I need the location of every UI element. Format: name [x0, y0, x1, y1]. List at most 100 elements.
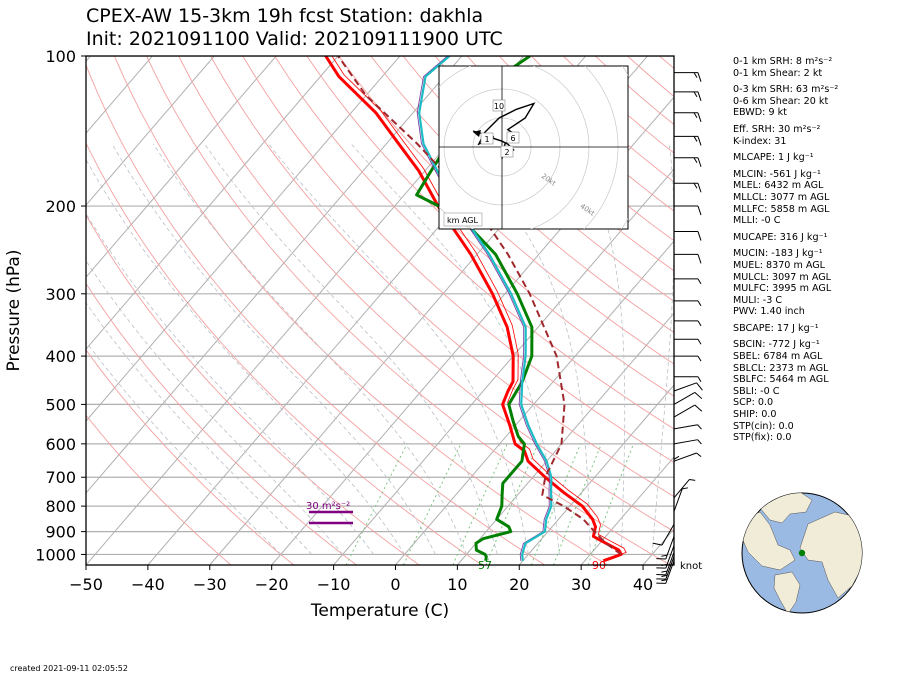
wind-barb	[661, 524, 675, 546]
y-tick-label: 800	[45, 497, 76, 516]
moist-adiabat	[203, 143, 498, 555]
moist-adiabat	[86, 302, 312, 555]
stat-line: 0-1 km SRH: 8 m²s⁻²	[733, 56, 833, 67]
moist-adiabat	[651, 143, 674, 555]
isotherm	[86, 56, 215, 206]
wind-barb-flag	[689, 478, 696, 481]
storm-motion-arrowhead	[499, 160, 505, 166]
stat-line: 0-1 km Shear: 2 kt	[733, 67, 823, 79]
moist-adiabat	[111, 143, 436, 555]
mixing-ratio-line	[345, 443, 408, 565]
dry-adiabat	[86, 142, 483, 565]
hodograph-height-label: 10	[494, 102, 504, 111]
dry-adiabat	[146, 56, 671, 565]
wind-barb-flag	[661, 554, 668, 557]
isotherm	[86, 56, 277, 278]
wind-barb	[673, 452, 697, 462]
wind-barb-flag	[697, 300, 702, 307]
stat-line: 0-3 km SRH: 63 m²s⁻²	[733, 84, 839, 96]
stat-line: MUCAPE: 316 J kg⁻¹	[733, 231, 828, 243]
hodograph-height-box	[480, 132, 494, 145]
x-tick-label: −40	[131, 575, 165, 594]
wind-barb	[673, 391, 696, 405]
moist-adiabat	[86, 158, 405, 555]
stat-line: MULI: -3 C	[733, 294, 783, 306]
y-tick-label: 1000	[35, 545, 76, 564]
wind-barb-flag	[696, 382, 703, 391]
dry-adiabat	[86, 63, 545, 565]
stat-line: SBCAPE: 17 J kg⁻¹	[733, 322, 819, 334]
moist-adiabat	[86, 259, 343, 555]
stat-line: EBWD: 9 kt	[733, 107, 787, 119]
dry-adiabat	[113, 56, 608, 565]
srh-label: 30 m²s⁻²	[306, 501, 350, 512]
mixing-ratio-line	[403, 443, 462, 565]
stats-panel: 0-1 km SRH: 8 m²s⁻² 0-1 km Shear: 2 kt 0-3…	[733, 56, 838, 444]
stat-line: SBEL: 6784 m AGL	[733, 351, 823, 363]
chart-subtitle: Init: 2021091100 Valid: 202109111900 UTC	[86, 28, 503, 50]
isotherm	[271, 96, 674, 565]
dry-adiabat	[402, 56, 674, 302]
land-south-america	[773, 571, 801, 613]
wind-barb-flag	[697, 136, 702, 146]
dry-adiabat	[242, 56, 674, 463]
stat-line: 0-6 km Shear: 20 kt	[733, 95, 829, 107]
wind-barb-flag	[652, 542, 663, 546]
wind-units-label: knot	[680, 561, 702, 572]
wind-barb-flag	[694, 392, 703, 400]
hodograph-height-label: 2	[504, 148, 509, 157]
mixing-ratio-line	[452, 443, 508, 565]
stat-line: MLLFC: 5858 m AGL	[733, 203, 830, 215]
mixing-ratio-line	[553, 443, 602, 565]
x-tick-label: −50	[69, 575, 103, 594]
plot-frame	[85, 55, 675, 566]
wind-barb-flag	[693, 157, 698, 163]
station-marker	[798, 549, 806, 557]
stat-line: SCP: 0.0	[733, 397, 774, 409]
dry-adiabat	[370, 56, 674, 333]
stat-line: SBLI: -0 C	[733, 385, 780, 397]
isotherm	[395, 240, 674, 565]
stat-line: STP(fix): 0.0	[733, 432, 792, 444]
locator-globe	[741, 492, 863, 614]
dewpoint-line	[415, 56, 534, 562]
wind-barb-flag	[697, 72, 702, 82]
wind-barb-flag	[693, 91, 698, 98]
stat-line: MLCAPE: 1 J kg⁻¹	[733, 152, 814, 164]
stat-line: MUEL: 8370 m AGL	[733, 259, 826, 271]
wind-barb-flag	[697, 231, 702, 241]
dry-adiabat	[434, 56, 674, 272]
wind-barb-flag	[693, 72, 698, 78]
wind-barb-flag	[697, 112, 702, 122]
stat-line: MLCIN: -561 J kg⁻¹	[733, 168, 821, 180]
hodograph-height-box	[492, 99, 506, 112]
y-tick-label: 200	[45, 197, 76, 216]
stat-line: MLEL: 6432 m AGL	[733, 180, 824, 192]
y-axis-label: Pressure (hPa)	[4, 250, 24, 372]
moist-adiabat	[574, 143, 626, 555]
stat-line: MULCL: 3097 m AGL	[733, 271, 832, 283]
y-tick-label: 600	[45, 435, 76, 454]
dry-adiabat	[274, 56, 674, 430]
hodograph-height-label: 1	[484, 135, 489, 144]
wind-barb	[673, 404, 696, 418]
x-tick-label: 10	[447, 575, 467, 594]
moist-adiabat	[153, 143, 467, 555]
stat-line: MLLI: -0 C	[733, 215, 781, 227]
hodograph-height-box	[500, 145, 514, 158]
wind-barb	[673, 488, 683, 512]
wind-barb-flag	[697, 183, 702, 193]
chart-title: CPEX-AW 15-3km 19h fcst Station: dakhla	[86, 5, 484, 27]
isotherm	[86, 56, 401, 422]
wind-barb-flag	[661, 570, 668, 573]
y-tick-label: 100	[45, 47, 76, 66]
wind-barb-flag	[697, 157, 702, 167]
stat-line: SBLCL: 2373 m AGL	[733, 362, 829, 374]
wetbulb-line	[418, 56, 553, 561]
stat-line: MLLCL: 3077 m AGL	[733, 191, 830, 203]
wind-barb-flag	[697, 91, 702, 101]
wind-barb-flag	[696, 452, 702, 458]
dry-adiabat	[86, 414, 232, 565]
wind-barb-flag	[693, 112, 698, 119]
x-tick-label: −30	[193, 575, 227, 594]
